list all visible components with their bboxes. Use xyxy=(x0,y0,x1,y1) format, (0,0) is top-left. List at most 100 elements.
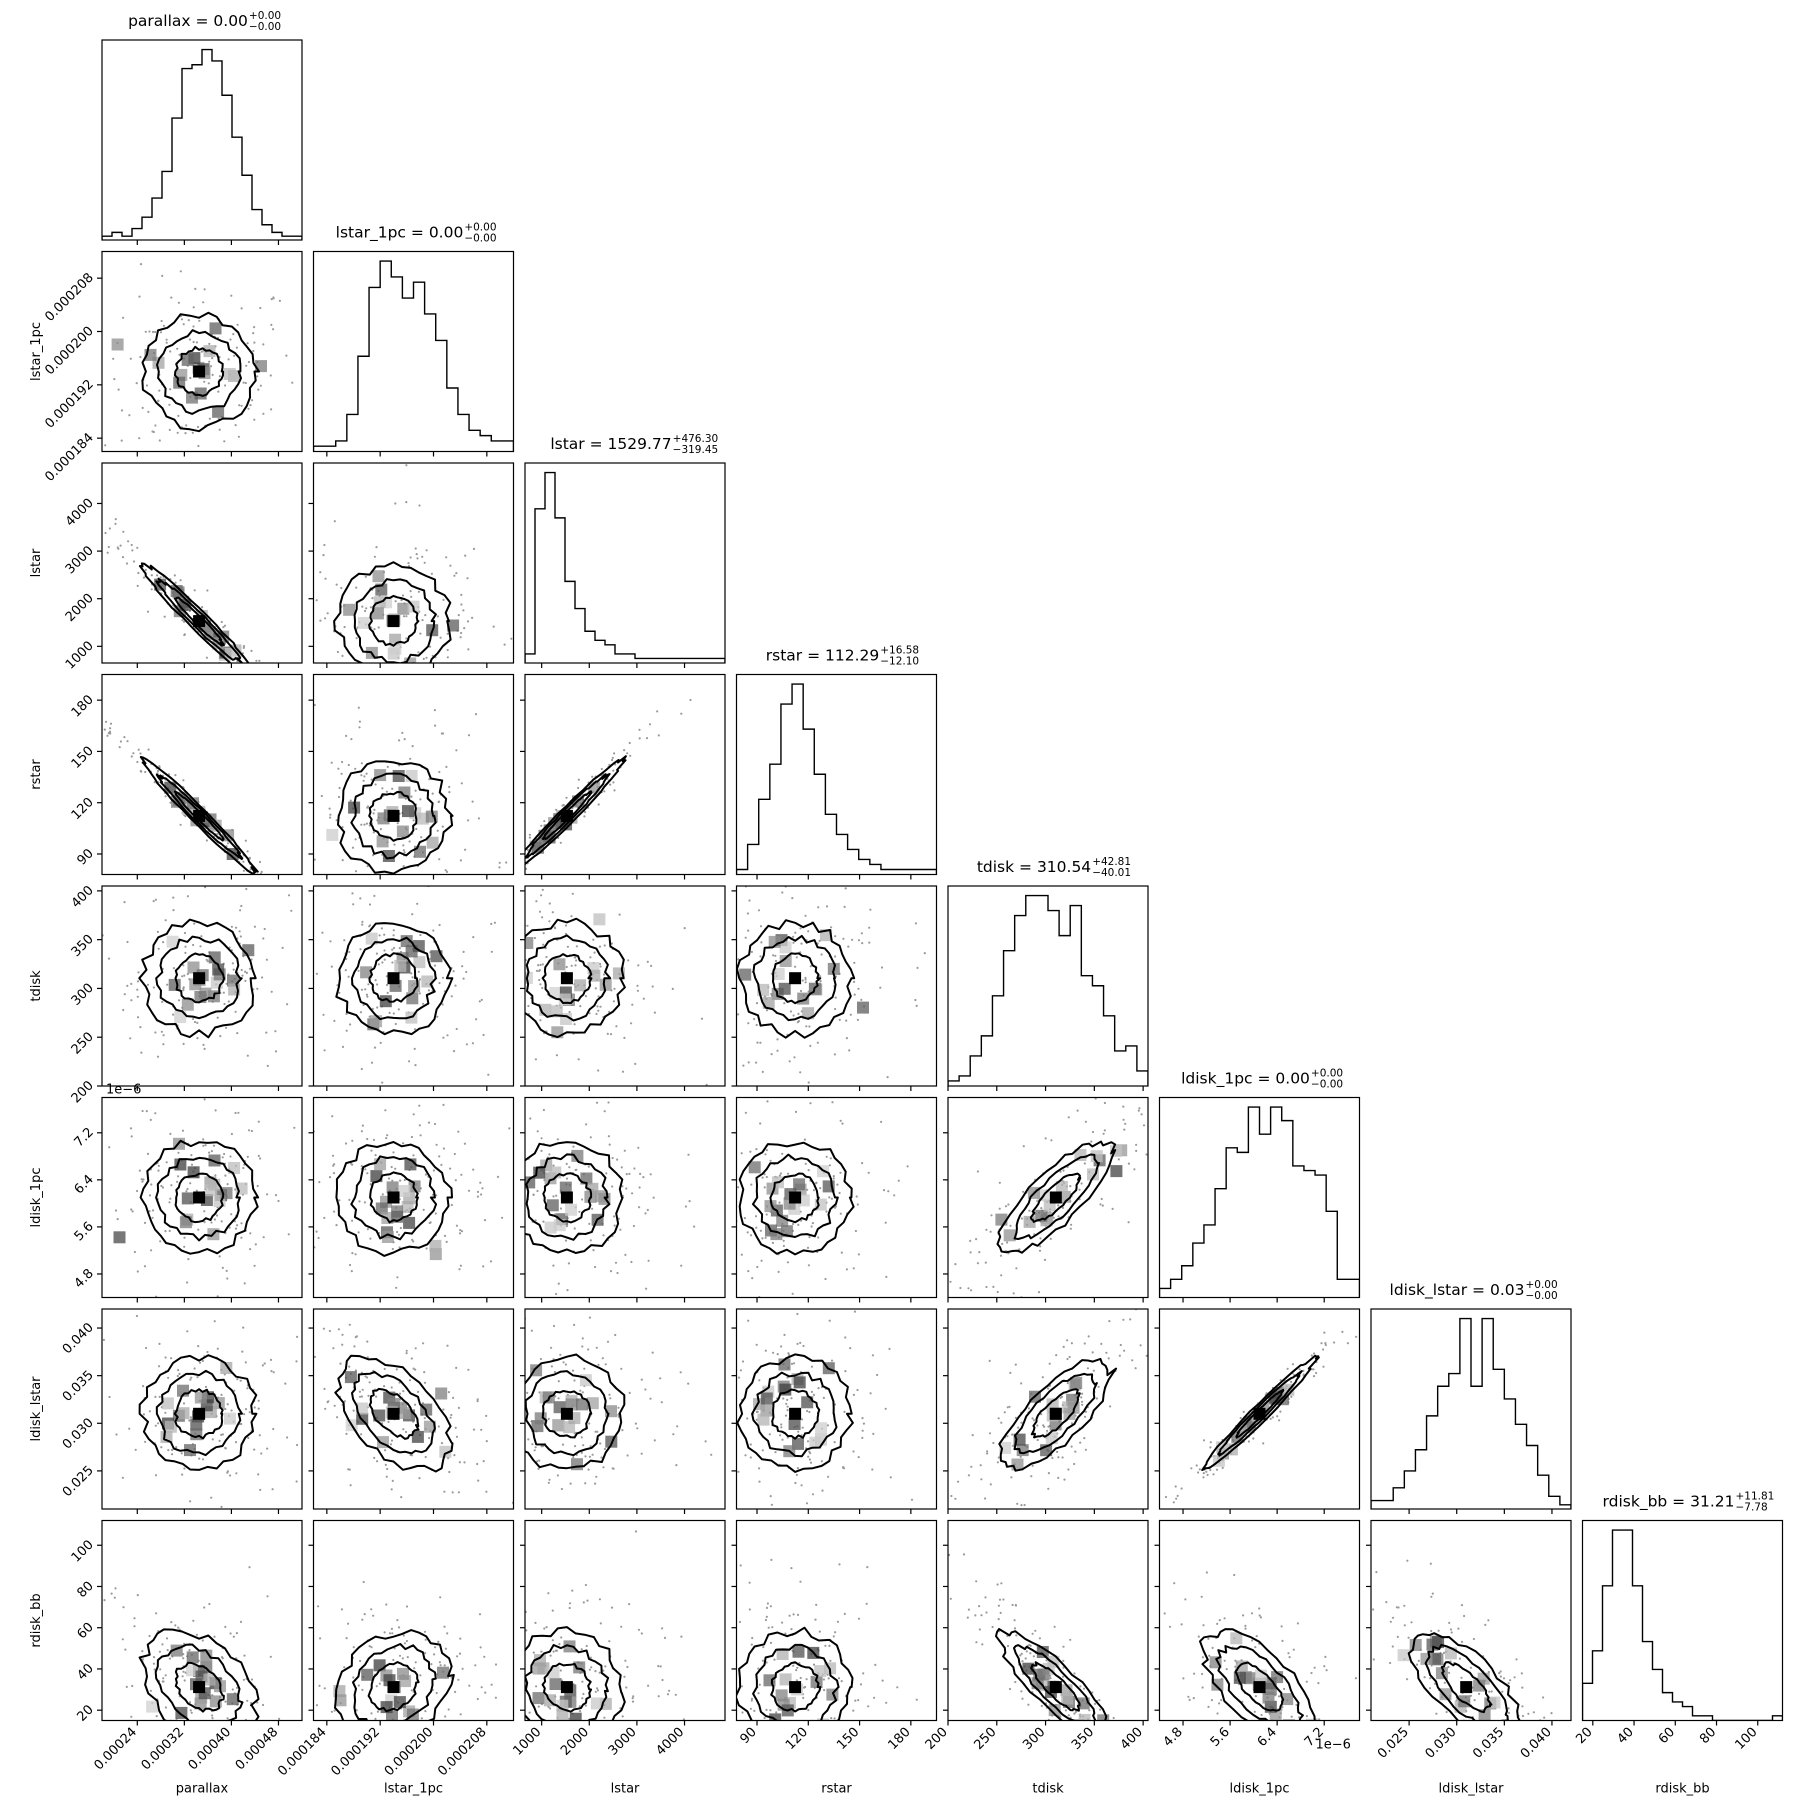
sample-point xyxy=(479,933,481,935)
sample-point xyxy=(668,1689,671,1692)
sample-point xyxy=(203,1098,206,1101)
sample-point xyxy=(526,1391,529,1394)
title-minus: −12.10 xyxy=(880,656,919,668)
sample-point xyxy=(766,1100,769,1103)
sample-point xyxy=(287,707,289,709)
sample-point xyxy=(217,390,220,393)
y-tick-label: 0.030 xyxy=(60,1416,97,1453)
sample-point xyxy=(1122,1318,1125,1321)
sample-point xyxy=(520,1393,522,1395)
sample-point xyxy=(853,980,856,984)
sample-point xyxy=(391,1179,394,1182)
sample-point xyxy=(122,1008,125,1012)
sample-point xyxy=(844,887,847,890)
sample-point xyxy=(765,1175,768,1179)
title-minus: −0.00 xyxy=(1525,1290,1557,1302)
sample-point xyxy=(265,1031,268,1034)
density-cell xyxy=(739,968,752,981)
sample-point xyxy=(809,1452,812,1455)
sample-point xyxy=(844,1370,847,1373)
sample-point xyxy=(707,1354,709,1356)
panel-content xyxy=(949,1097,1148,1298)
sample-point xyxy=(210,1496,213,1499)
sample-point xyxy=(414,1661,417,1664)
sample-point xyxy=(578,1210,581,1213)
sample-point xyxy=(467,926,469,928)
sample-point xyxy=(775,878,777,880)
sample-point xyxy=(267,679,269,681)
sample-point xyxy=(498,1564,500,1566)
sample-point xyxy=(95,960,97,962)
sample-point xyxy=(897,1179,900,1182)
sample-point xyxy=(150,1745,152,1747)
sample-point xyxy=(741,1711,744,1714)
panel-frame xyxy=(947,1308,1149,1510)
sample-point xyxy=(1362,1302,1364,1304)
density-cell xyxy=(386,1181,399,1194)
panel-content xyxy=(1371,1317,1571,1509)
sample-point xyxy=(769,1159,772,1162)
density-cell xyxy=(376,835,389,848)
sample-point xyxy=(502,1572,504,1574)
sample-point xyxy=(596,1351,598,1353)
sample-point xyxy=(806,1188,809,1191)
sample-point xyxy=(456,1655,459,1658)
sample-point xyxy=(177,1369,180,1372)
sample-point xyxy=(423,1630,427,1633)
sample-point xyxy=(704,1440,707,1443)
panel-content xyxy=(736,878,926,1084)
sample-point xyxy=(189,1182,192,1185)
sample-point xyxy=(809,1044,812,1047)
sample-point xyxy=(309,563,311,565)
sample-point xyxy=(320,794,323,798)
sample-point xyxy=(350,1270,353,1273)
density-cell xyxy=(552,1419,565,1432)
sample-point xyxy=(413,1732,415,1734)
sample-point xyxy=(415,553,418,556)
sample-point xyxy=(244,970,247,973)
sample-point xyxy=(260,1452,263,1455)
density-peak xyxy=(387,1407,400,1420)
sample-point xyxy=(763,1173,766,1176)
sample-point xyxy=(617,1217,621,1220)
sample-point xyxy=(336,1416,339,1419)
sample-point xyxy=(498,1642,500,1644)
sample-point xyxy=(505,961,507,963)
sample-point xyxy=(107,732,110,735)
density-cell xyxy=(779,955,792,967)
sample-point xyxy=(459,1264,462,1267)
contour-level-2 xyxy=(350,1155,438,1241)
sample-point xyxy=(976,1262,980,1265)
sample-point xyxy=(355,1709,358,1712)
sample-point xyxy=(410,795,413,798)
sample-point xyxy=(1137,1109,1140,1112)
contour-level-1 xyxy=(368,791,418,842)
sample-point xyxy=(220,1393,223,1396)
sample-point xyxy=(1055,1354,1058,1357)
sample-point xyxy=(221,1266,224,1269)
sample-point xyxy=(259,306,262,310)
sample-point xyxy=(1039,1245,1042,1248)
sample-point xyxy=(859,1683,863,1686)
sample-point xyxy=(556,1138,559,1141)
sample-point xyxy=(471,1414,473,1416)
sample-point xyxy=(112,357,115,360)
sample-point xyxy=(737,1470,740,1473)
density-cell xyxy=(404,657,417,663)
sample-point xyxy=(259,1157,262,1160)
sample-point xyxy=(779,1172,783,1175)
contour-level-3 xyxy=(335,922,454,1036)
sample-point xyxy=(396,822,399,825)
sample-point xyxy=(365,734,367,736)
sample-point xyxy=(114,518,117,521)
sample-point xyxy=(1197,1471,1200,1474)
y-tick-label: 40 xyxy=(75,1661,97,1683)
sample-point xyxy=(274,1050,278,1053)
sample-point xyxy=(1341,1330,1344,1333)
density-cell xyxy=(181,1192,194,1205)
x-axis-label-ldisk_lstar: ldisk_lstar xyxy=(1438,1782,1504,1797)
sample-point xyxy=(156,1738,158,1740)
sample-point xyxy=(391,1742,393,1744)
sample-point xyxy=(327,974,329,976)
